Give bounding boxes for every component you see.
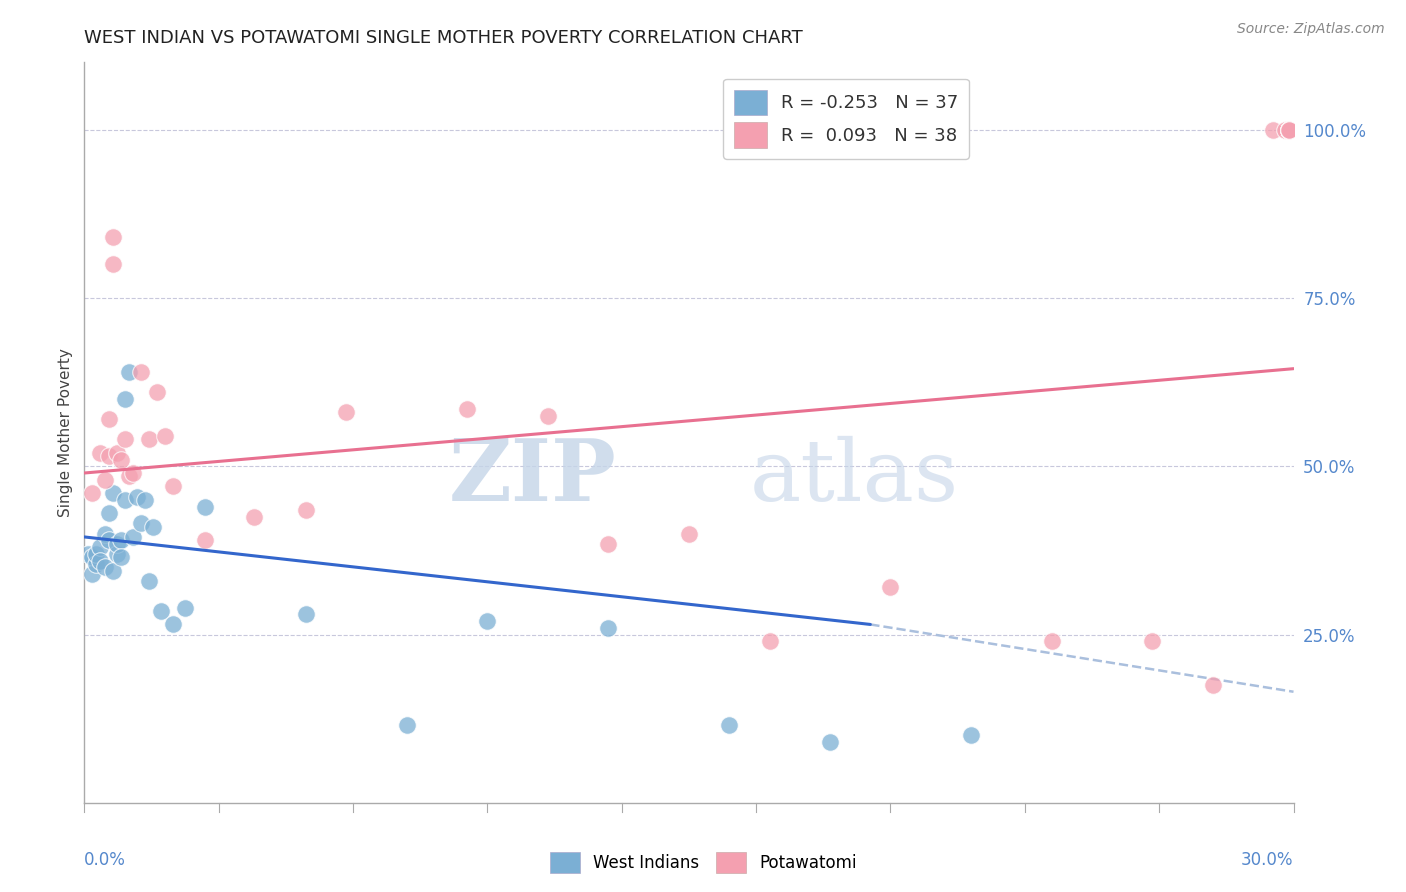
Point <box>138 433 160 447</box>
Point <box>105 446 128 460</box>
Text: atlas: atlas <box>749 435 959 518</box>
Point <box>162 479 184 493</box>
Point <box>101 486 124 500</box>
Point <box>1274 122 1296 136</box>
Point <box>93 473 115 487</box>
Point <box>477 614 499 628</box>
Point <box>598 621 620 635</box>
Point <box>758 634 780 648</box>
Point <box>101 257 124 271</box>
Point <box>174 600 197 615</box>
Point <box>242 509 264 524</box>
Point <box>146 385 169 400</box>
Point <box>101 564 124 578</box>
Point <box>149 604 172 618</box>
Point <box>125 490 148 504</box>
Point <box>1142 634 1164 648</box>
Point <box>93 526 115 541</box>
Point <box>134 492 156 507</box>
Point <box>162 617 184 632</box>
Point <box>93 560 115 574</box>
Point <box>1263 122 1285 136</box>
Point <box>1278 122 1301 136</box>
Point <box>129 365 152 379</box>
Point <box>114 492 136 507</box>
Point <box>82 550 104 565</box>
Legend: R = -0.253   N = 37, R =  0.093   N = 38: R = -0.253 N = 37, R = 0.093 N = 38 <box>723 78 969 159</box>
Point <box>110 550 132 565</box>
Point <box>114 392 136 406</box>
Text: Source: ZipAtlas.com: Source: ZipAtlas.com <box>1237 22 1385 37</box>
Point <box>110 452 132 467</box>
Point <box>121 530 143 544</box>
Point <box>194 500 217 514</box>
Point <box>1278 122 1301 136</box>
Point <box>97 449 120 463</box>
Point <box>1278 122 1301 136</box>
Point <box>89 446 111 460</box>
Point <box>105 536 128 550</box>
Point <box>86 547 108 561</box>
Point <box>194 533 217 548</box>
Point <box>1278 122 1301 136</box>
Point <box>110 533 132 548</box>
Point <box>335 405 357 419</box>
Y-axis label: Single Mother Poverty: Single Mother Poverty <box>58 348 73 517</box>
Point <box>678 526 700 541</box>
Text: ZIP: ZIP <box>449 435 616 519</box>
Point <box>153 429 176 443</box>
Point <box>295 503 318 517</box>
Point <box>1040 634 1063 648</box>
Point <box>97 533 120 548</box>
Point <box>295 607 318 622</box>
Point <box>118 365 141 379</box>
Point <box>142 520 165 534</box>
Point <box>118 469 141 483</box>
Point <box>1278 122 1301 136</box>
Point <box>1202 678 1225 692</box>
Text: WEST INDIAN VS POTAWATOMI SINGLE MOTHER POVERTY CORRELATION CHART: WEST INDIAN VS POTAWATOMI SINGLE MOTHER … <box>84 29 803 47</box>
Point <box>138 574 160 588</box>
Point <box>114 433 136 447</box>
Point <box>97 412 120 426</box>
Point <box>879 581 901 595</box>
Point <box>129 516 152 531</box>
Text: 30.0%: 30.0% <box>1241 851 1294 869</box>
Point <box>97 507 120 521</box>
Legend: West Indians, Potawatomi: West Indians, Potawatomi <box>543 846 863 880</box>
Point <box>456 402 478 417</box>
Point <box>89 553 111 567</box>
Point <box>818 735 841 749</box>
Point <box>960 729 983 743</box>
Point <box>105 547 128 561</box>
Point <box>101 230 124 244</box>
Point <box>537 409 560 423</box>
Point <box>598 536 620 550</box>
Point <box>82 486 104 500</box>
Point <box>395 718 418 732</box>
Point <box>82 566 104 581</box>
Point <box>718 718 741 732</box>
Point <box>86 557 108 571</box>
Point <box>89 540 111 554</box>
Point <box>1278 122 1301 136</box>
Text: 0.0%: 0.0% <box>84 851 127 869</box>
Point <box>121 466 143 480</box>
Point <box>77 547 100 561</box>
